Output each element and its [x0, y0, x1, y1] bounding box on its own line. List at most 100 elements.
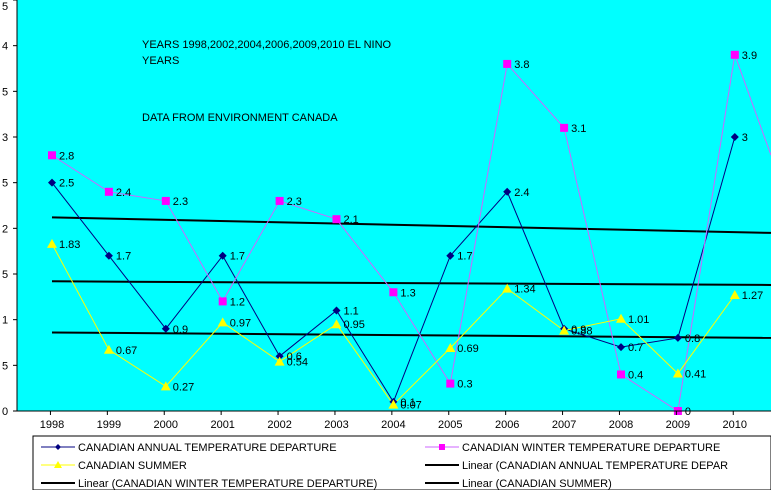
- data-label-annual: 2.5: [59, 178, 74, 190]
- point-annual: [218, 251, 227, 260]
- point-winter: [218, 297, 227, 306]
- data-label-summer: 0.27: [173, 381, 194, 393]
- point-winter: [332, 215, 341, 224]
- point-summer: [672, 368, 683, 378]
- y-tick-label: 5: [2, 269, 8, 281]
- y-tick-label: 5: [2, 86, 8, 98]
- point-annual: [617, 343, 625, 352]
- point-winter: [275, 196, 284, 205]
- annotation-years: YEARS: [142, 55, 179, 67]
- point-summer: [616, 313, 626, 323]
- point-summer: [729, 290, 740, 300]
- data-label-summer: 0.95: [344, 319, 365, 331]
- point-winter: [730, 50, 739, 59]
- trendline-0: [51, 280, 771, 286]
- legend-linear-summer-label: Linear (CANADIAN SUMMER): [462, 478, 612, 490]
- data-label-winter: 2.1: [344, 214, 359, 226]
- point-summer: [217, 317, 228, 327]
- point-annual: [730, 133, 739, 141]
- series: 2.5 1.7 0.9 1.7 0.6 1.1 0.1 1.7 2.4 0.9 0.7 0.8 3 2.8…: [47, 50, 771, 418]
- data-label-winter: 1.3: [400, 287, 415, 299]
- y-tick-label: 4: [2, 41, 8, 53]
- x-tick-label: 1998: [40, 419, 64, 431]
- point-summer: [160, 381, 171, 391]
- data-label-winter: 2.4: [116, 187, 131, 199]
- data-label-winter: 2.3: [173, 196, 188, 208]
- data-label-annual: 0.1: [400, 397, 415, 409]
- x-tick-label: 2003: [324, 419, 348, 431]
- data-label-winter: 0.3: [457, 379, 472, 391]
- annotation-el-nino: YEARS 1998,2002,2004,2006,2009,2010 EL N…: [142, 39, 392, 51]
- y-tick-label: 5: [2, 178, 8, 190]
- legend-linear-annual-label: Linear (CANADIAN ANNUAL TEMPERATURE DEPA…: [462, 460, 728, 472]
- data-label-summer: 0.54: [287, 357, 308, 369]
- point-winter: [503, 59, 512, 68]
- data-label-summer: 1.34: [514, 284, 535, 296]
- annotations: YEARS 1998,2002,2004,2006,2009,2010 EL N…: [142, 39, 392, 124]
- data-label-annual: 0.8: [685, 333, 700, 345]
- x-tick-label: 2010: [723, 419, 747, 431]
- data-label-annual: 0.6: [287, 351, 302, 363]
- x-tick-label: 2006: [495, 419, 519, 431]
- data-label-annual: 3: [742, 132, 748, 144]
- point-summer: [559, 325, 570, 335]
- data-label-annual: 1.7: [457, 251, 472, 263]
- y-tick-label: 2: [2, 223, 8, 235]
- data-label-winter: 3.9: [742, 50, 757, 62]
- point-summer: [274, 356, 285, 366]
- data-label-annual: 0.9: [571, 324, 586, 336]
- point-annual: [104, 251, 113, 260]
- legend-annual-marker: [55, 444, 61, 450]
- legend-linear-winter-label: Linear (CANADIAN WINTER TEMPERATURE DEPA…: [78, 478, 377, 490]
- point-summer: [502, 283, 513, 293]
- annotation-source: DATA FROM ENVIRONMENT CANADA: [142, 112, 338, 124]
- x-tick-label: 2001: [210, 419, 234, 431]
- data-label-winter: 3.1: [571, 123, 586, 135]
- y-tick-label: 0: [2, 406, 8, 418]
- point-summer: [47, 238, 57, 248]
- axes: 0 5 1 5 2 5 3 5 4 5 1998 1999 2000 2001 2002 2003 2004 20…: [2, 0, 771, 431]
- trendlines: [51, 216, 771, 339]
- data-label-summer: 0.41: [685, 369, 706, 381]
- data-label-summer: 1.83: [59, 239, 80, 251]
- legend-winter-marker: [439, 444, 445, 450]
- x-tick-label: 2004: [381, 419, 405, 431]
- legend: CANADIAN ANNUAL TEMPERATURE DEPARTURE CA…: [32, 435, 771, 490]
- x-tick-label: 2000: [154, 419, 178, 431]
- point-annual: [446, 251, 455, 260]
- legend-annual-label: CANADIAN ANNUAL TEMPERATURE DEPARTURE: [78, 442, 337, 454]
- data-label-summer: 1.01: [628, 314, 649, 326]
- data-label-summer: 0.67: [116, 345, 137, 357]
- legend-summer-label: CANADIAN SUMMER: [78, 460, 187, 472]
- x-tick-label: 2002: [267, 419, 291, 431]
- data-label-winter: 1.2: [230, 296, 245, 308]
- y-tick-label: 1: [2, 315, 8, 327]
- data-label-annual: 1.1: [344, 306, 359, 318]
- x-tick-label: 2007: [552, 419, 576, 431]
- point-annual: [275, 352, 284, 361]
- point-winter: [48, 151, 56, 160]
- point-winter: [617, 370, 625, 379]
- point-summer: [388, 399, 399, 409]
- data-label-summer: 0.69: [457, 343, 478, 355]
- data-label-winter: 3.8: [514, 59, 529, 71]
- trendline-2: [51, 331, 771, 339]
- point-winter: [161, 196, 170, 205]
- data-label-summer: 0.07: [400, 400, 421, 412]
- point-annual: [48, 178, 56, 187]
- y-tick-label: 3: [2, 132, 8, 144]
- x-tick-label: 2008: [609, 419, 633, 431]
- series-line-winter: [51, 54, 771, 412]
- legend-summer-marker: [54, 461, 62, 468]
- y-tick-label: 5: [2, 360, 8, 372]
- y-tick-label: 5: [2, 1, 8, 13]
- point-winter: [446, 379, 455, 388]
- legend-box: [32, 435, 771, 490]
- x-tick-label: 2005: [438, 419, 462, 431]
- x-tick-label: 2009: [666, 419, 690, 431]
- data-label-summer: 0.97: [230, 317, 251, 329]
- point-annual: [503, 187, 512, 196]
- trendline-1: [51, 216, 771, 234]
- data-label-annual: 0.9: [173, 324, 188, 336]
- x-tick-label: 1999: [97, 419, 121, 431]
